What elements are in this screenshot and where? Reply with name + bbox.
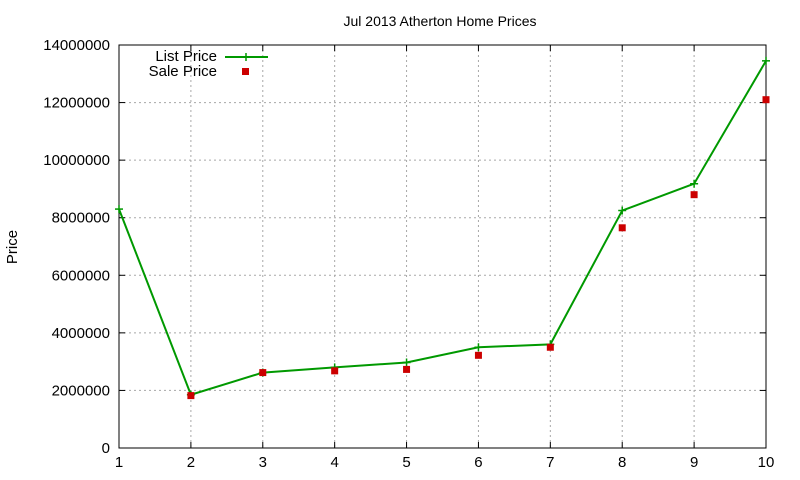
data-point-list-price (115, 205, 123, 214)
chart-title: Jul 2013 Atherton Home Prices (344, 13, 537, 29)
data-point-sale-price (403, 365, 411, 373)
data-point-sale-price (259, 369, 267, 377)
data-point-sale-price (474, 351, 482, 359)
y-axis-label: Price (4, 230, 21, 264)
x-tick-label: 10 (758, 454, 775, 471)
legend-label-list-price: List Price (155, 48, 217, 65)
x-tick-label: 3 (259, 454, 267, 471)
data-point-sale-price (546, 343, 554, 351)
data-point-sale-price (187, 392, 195, 400)
legend: List Price Sale Price (149, 48, 268, 80)
y-tick-label: 12000000 (43, 95, 110, 112)
x-tick-label: 1 (115, 454, 123, 471)
series-layer (115, 56, 770, 400)
y-tick-label: 2000000 (52, 382, 110, 399)
series-line-list-price (118, 60, 767, 396)
x-tick-label: 9 (690, 454, 698, 471)
x-tick-label: 2 (187, 454, 195, 471)
y-tick-label: 10000000 (43, 152, 110, 169)
data-point-list-price (690, 179, 699, 188)
x-tick-label: 4 (330, 454, 338, 471)
axis-ticks: 1 2 3 4 5 6 7 8 9 10 0 2000000 4000000 6000000 8000000… (43, 37, 774, 471)
data-point-list-price (474, 343, 483, 352)
y-tick-label: 8000000 (52, 210, 110, 227)
grid-lines (119, 45, 766, 448)
data-point-sale-price (690, 191, 698, 199)
y-tick-label: 6000000 (52, 267, 110, 284)
y-tick-label: 14000000 (43, 37, 110, 54)
plot-frame (118, 44, 767, 449)
x-tick-label: 7 (546, 454, 554, 471)
data-point-sale-price (762, 96, 770, 104)
x-tick-label: 8 (618, 454, 626, 471)
x-tick-label: 6 (474, 454, 482, 471)
y-tick-label: 4000000 (52, 325, 110, 342)
legend-marker-list-price (242, 53, 250, 61)
data-point-sale-price (331, 367, 339, 375)
data-point-sale-price (618, 224, 626, 232)
data-point-list-price (762, 56, 770, 65)
y-tick-label: 0 (102, 440, 110, 457)
data-point-list-price (618, 206, 627, 215)
legend-label-sale-price: Sale Price (149, 63, 217, 80)
data-point-list-price (402, 358, 411, 367)
x-tick-label: 5 (402, 454, 410, 471)
legend-marker-sale-price (242, 68, 249, 75)
